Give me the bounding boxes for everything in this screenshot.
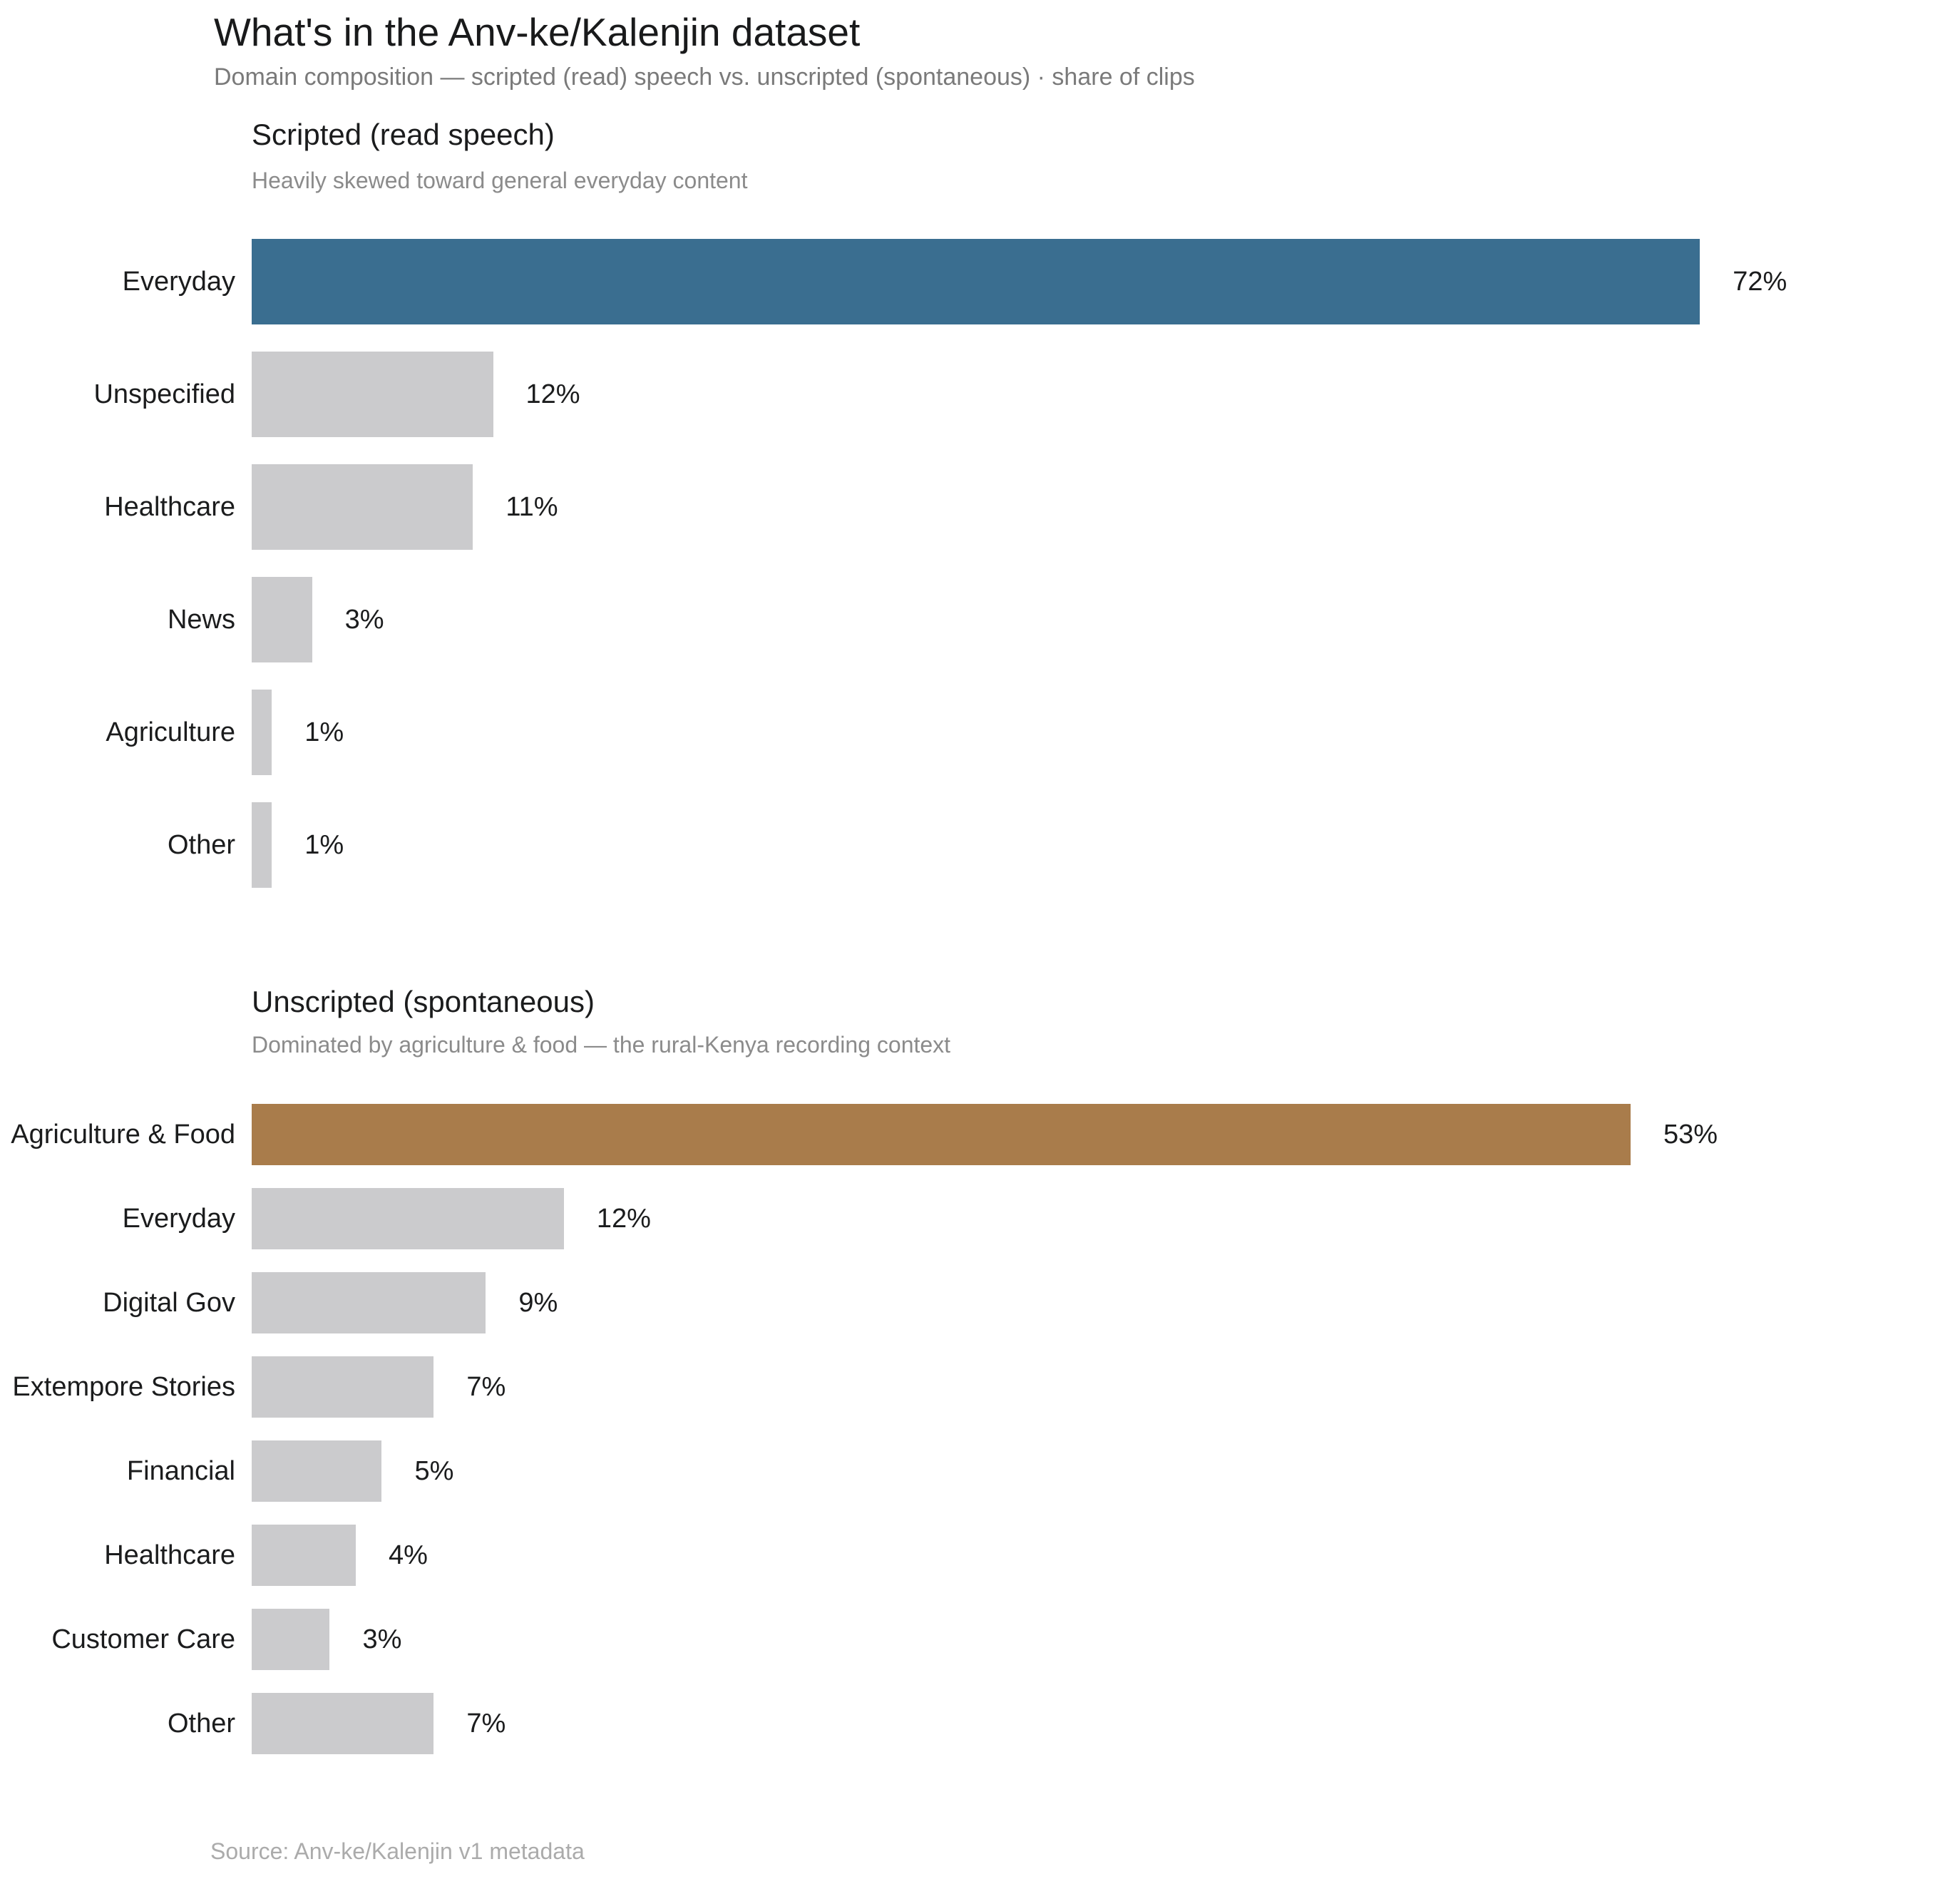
category-label: Other (167, 1708, 235, 1739)
bar-row: Other 7% (0, 1681, 1927, 1766)
bar-area: 1% (252, 802, 1927, 888)
value-label: 9% (518, 1287, 558, 1318)
scripted-chart-subheading: Heavily skewed toward general everyday c… (252, 168, 748, 193)
bar-row: Everyday 72% (0, 225, 1927, 338)
value-label: 53% (1663, 1119, 1718, 1150)
category-label: Agriculture & Food (11, 1119, 235, 1150)
scripted-chart-heading: Scripted (read speech) (252, 118, 555, 151)
bar (252, 1272, 486, 1333)
bar (252, 1356, 434, 1418)
unscripted-chart-subheading: Dominated by agriculture & food — the ru… (252, 1032, 951, 1058)
bar-row: Other 1% (0, 789, 1927, 901)
bar-area: 11% (252, 464, 1927, 550)
bar-area: 4% (252, 1525, 1927, 1586)
bar-row: News 3% (0, 563, 1927, 676)
category-label: Extempore Stories (12, 1371, 235, 1402)
bar (252, 690, 272, 775)
bar (252, 1188, 564, 1249)
bar (252, 1104, 1631, 1165)
bar-row: Agriculture & Food 53% (0, 1092, 1927, 1177)
value-label: 3% (362, 1624, 402, 1654)
category-label: Financial (126, 1455, 235, 1486)
chart-scripted: Everyday 72% Unspecified 12% Healthcare 11% Ne… (0, 225, 1927, 901)
page-title: What's in the Anv-ke/Kalenjin dataset (214, 10, 861, 54)
bar-area: 3% (252, 1609, 1927, 1670)
bar-area: 12% (252, 1188, 1927, 1249)
bar-row: Healthcare 11% (0, 451, 1927, 563)
value-label: 12% (596, 1203, 651, 1234)
category-label: Healthcare (104, 1540, 235, 1570)
value-label: 1% (304, 717, 344, 747)
bar (252, 1525, 356, 1586)
unscripted-chart-heading: Unscripted (spontaneous) (252, 985, 595, 1018)
bar-area: 53% (252, 1104, 1927, 1165)
bar-area: 9% (252, 1272, 1927, 1333)
bar-row: Financial 5% (0, 1429, 1927, 1513)
bar-row: Customer Care 3% (0, 1597, 1927, 1681)
category-label: Unspecified (93, 379, 235, 409)
bar (252, 1693, 434, 1754)
bar-row: Healthcare 4% (0, 1513, 1927, 1597)
bar (252, 352, 493, 437)
bar-row: Unspecified 12% (0, 338, 1927, 451)
chart-unscripted: Agriculture & Food 53% Everyday 12% Digital … (0, 1092, 1927, 1766)
bar-area: 1% (252, 690, 1927, 775)
category-label: Everyday (122, 1203, 235, 1234)
value-label: 12% (525, 379, 580, 409)
bar (252, 239, 1700, 324)
bar-area: 3% (252, 577, 1927, 662)
bar (252, 1440, 382, 1502)
bar (252, 1609, 330, 1670)
bar-row: Agriculture 1% (0, 676, 1927, 789)
category-label: Customer Care (51, 1624, 235, 1654)
bar (252, 464, 473, 550)
value-label: 3% (344, 604, 384, 635)
value-label: 7% (466, 1708, 506, 1739)
value-label: 72% (1733, 266, 1787, 297)
bar-area: 5% (252, 1440, 1927, 1502)
bar-row: Extempore Stories 7% (0, 1345, 1927, 1429)
value-label: 4% (388, 1540, 428, 1570)
value-label: 5% (414, 1455, 454, 1486)
category-label: News (167, 604, 235, 635)
bar-row: Digital Gov 9% (0, 1261, 1927, 1345)
bar-area: 7% (252, 1356, 1927, 1418)
category-label: Everyday (122, 266, 235, 297)
bar-area: 12% (252, 352, 1927, 437)
category-label: Other (167, 829, 235, 860)
page-subtitle: Domain composition — scripted (read) spe… (214, 63, 1195, 91)
category-label: Agriculture (106, 717, 235, 747)
value-label: 11% (506, 491, 558, 522)
bar-area: 72% (252, 239, 1927, 324)
category-label: Healthcare (104, 491, 235, 522)
value-label: 7% (466, 1371, 506, 1402)
bar (252, 802, 272, 888)
category-label: Digital Gov (103, 1287, 235, 1318)
bar (252, 577, 312, 662)
value-label: 1% (304, 829, 344, 860)
bar-area: 7% (252, 1693, 1927, 1754)
source-note: Source: Anv-ke/Kalenjin v1 metadata (210, 1838, 585, 1864)
bar-row: Everyday 12% (0, 1177, 1927, 1261)
